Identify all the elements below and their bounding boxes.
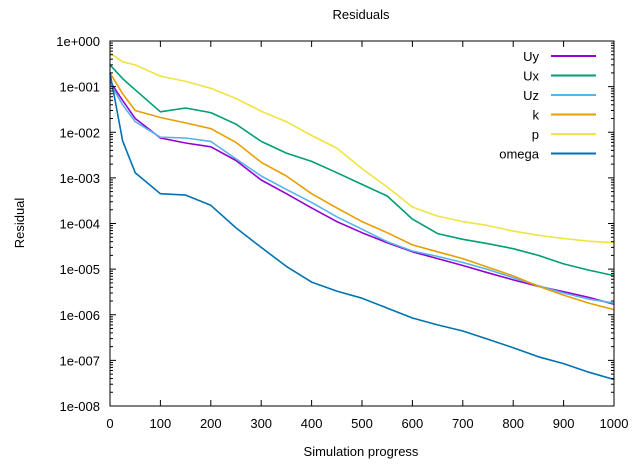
x-tick-label: 1000	[600, 416, 629, 431]
x-tick-label: 100	[150, 416, 172, 431]
x-axis-label: Simulation progress	[304, 444, 419, 459]
legend-label: Uz	[523, 88, 539, 103]
y-tick-label: 1e+000	[56, 34, 100, 49]
series-line-Ux	[109, 64, 615, 277]
x-tick-label: 200	[200, 416, 222, 431]
series-line-omega	[109, 72, 615, 381]
x-tick-label: 500	[351, 416, 373, 431]
y-tick-label: 1e-006	[60, 308, 100, 323]
ticks-layer: 0 100 200 300 400 500 600 700 800 900 1000 1e+000 1e…	[56, 34, 628, 431]
y-tick-label: 1e-005	[60, 262, 100, 277]
x-tick-label: 300	[250, 416, 272, 431]
x-tick-label: 0	[106, 416, 113, 431]
legend: Uy Ux Uz kp omega	[499, 49, 596, 162]
legend-label: omega	[499, 147, 540, 162]
x-tick-label: 700	[452, 416, 474, 431]
series-layer	[109, 52, 615, 381]
series-line-k	[109, 72, 615, 311]
y-tick-label: 1e-001	[60, 80, 100, 95]
y-tick-label: 1e-002	[60, 125, 100, 140]
x-tick-label: 800	[502, 416, 524, 431]
legend-label: Uy	[523, 49, 539, 64]
y-axis-label: Residual	[12, 198, 27, 249]
legend-label: k	[533, 108, 540, 123]
x-tick-label: 900	[553, 416, 575, 431]
y-tick-label: 1e-004	[60, 217, 100, 232]
x-tick-label: 400	[301, 416, 323, 431]
series-line-Uy	[109, 80, 615, 305]
y-tick-label: 1e-003	[60, 171, 100, 186]
chart-title: Residuals	[332, 7, 390, 22]
x-tick-label: 600	[402, 416, 424, 431]
y-tick-label: 1e-008	[60, 399, 100, 414]
legend-label: Ux	[523, 69, 539, 84]
y-tick-label: 1e-007	[60, 353, 100, 368]
series-line-p	[109, 52, 615, 244]
legend-label: p	[532, 127, 539, 142]
